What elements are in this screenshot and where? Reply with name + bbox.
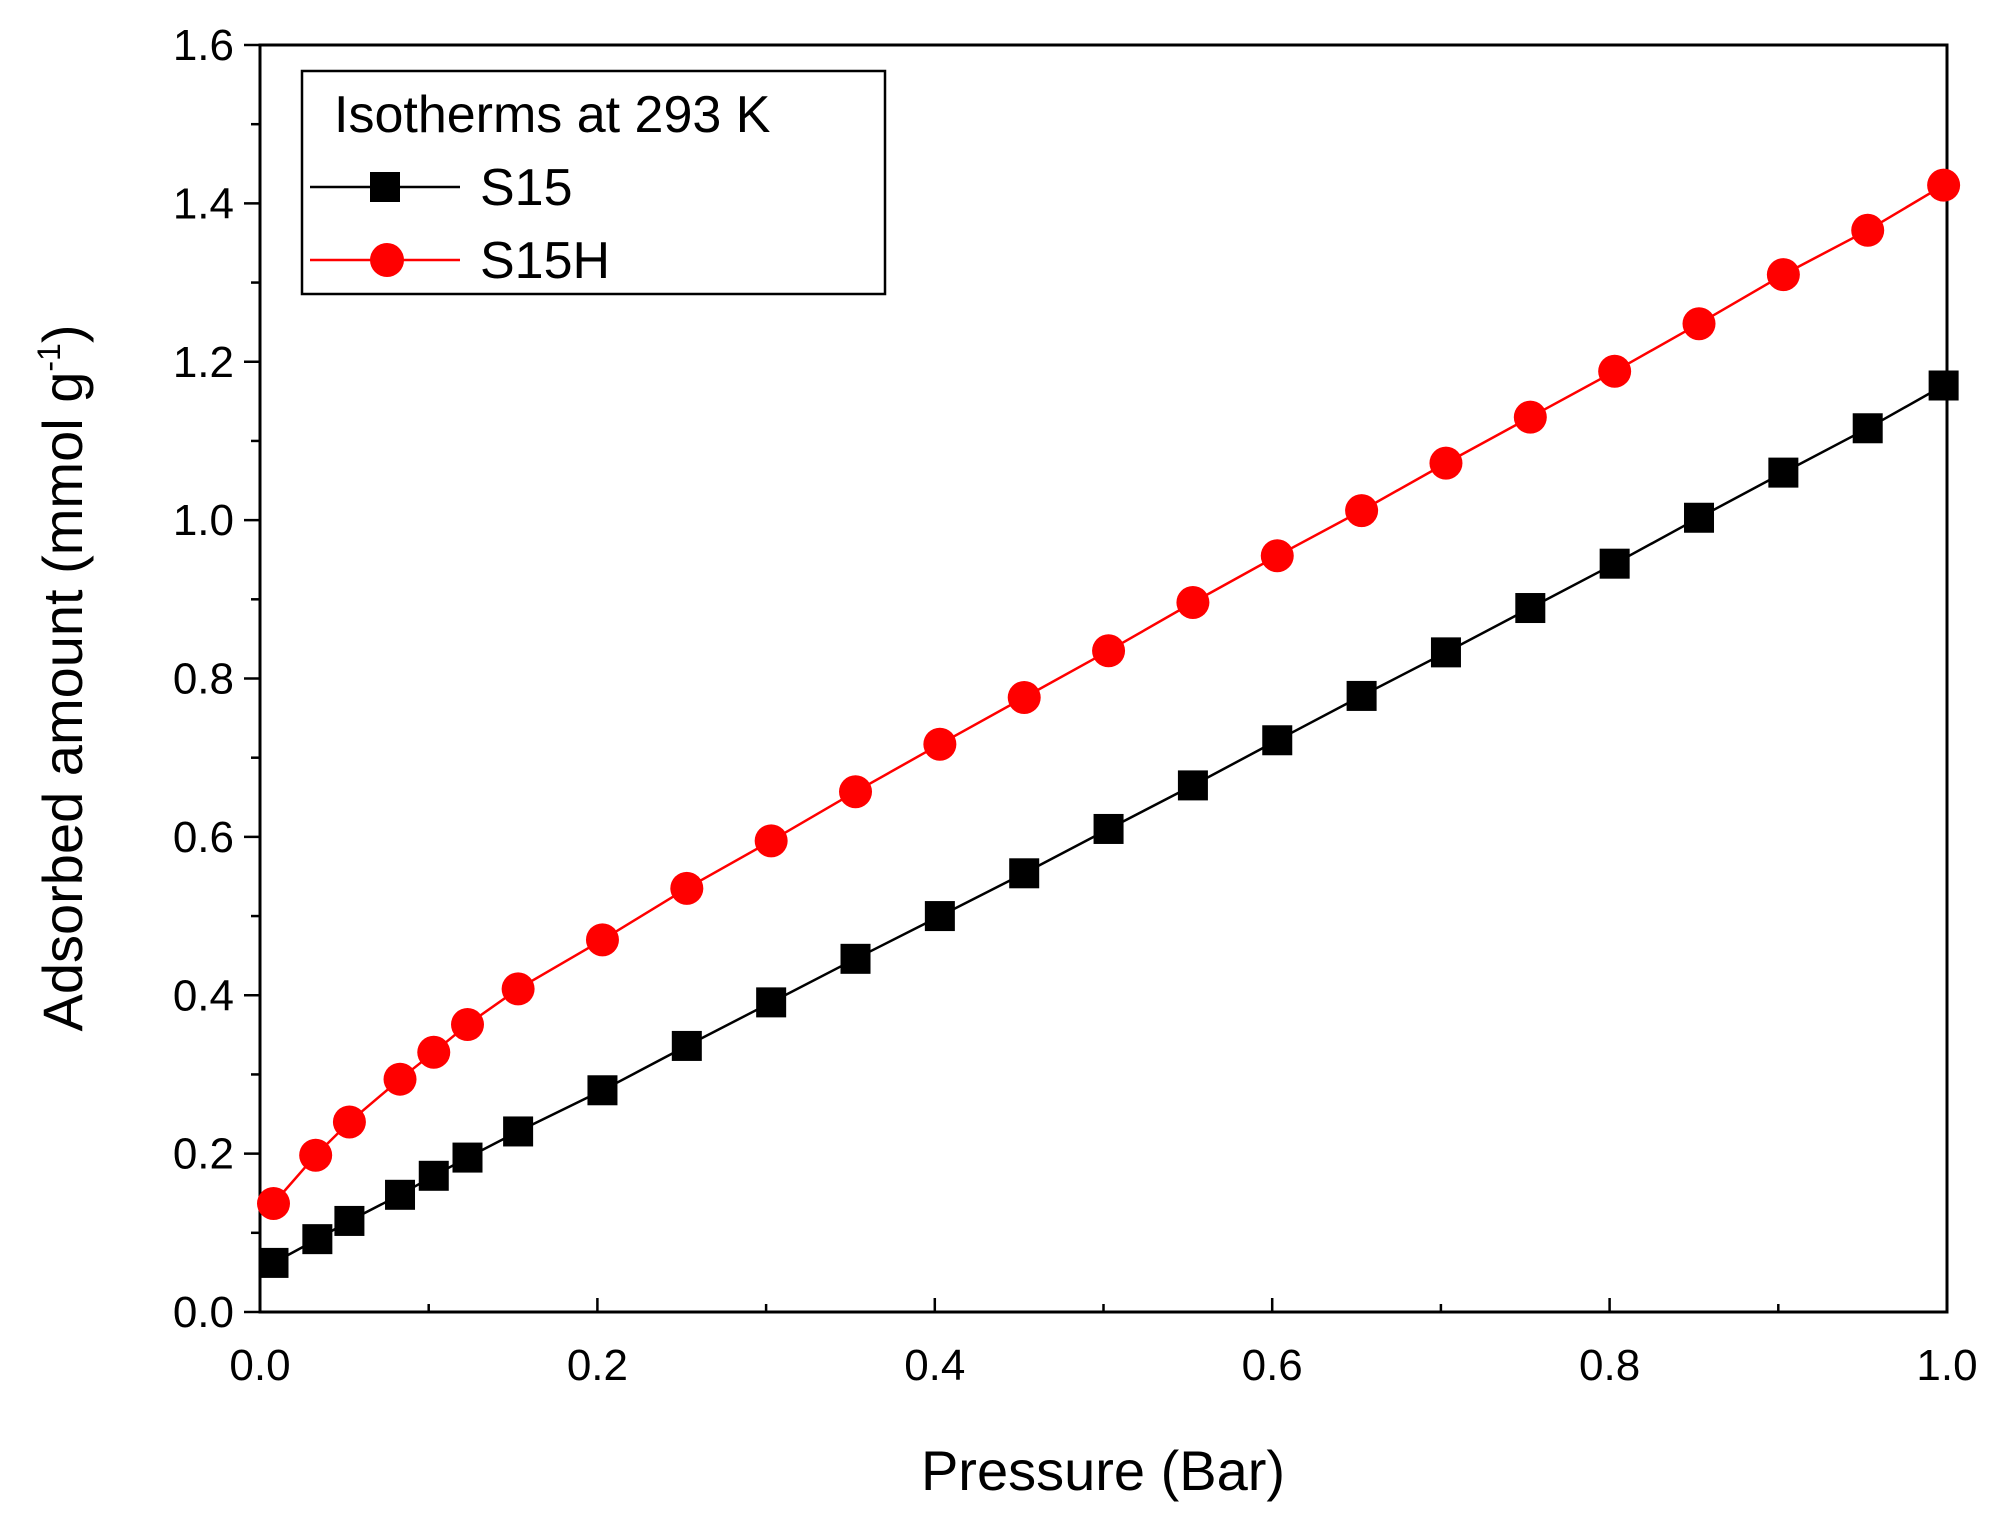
data-point-s15h [1260, 539, 1294, 573]
data-point-s15 [1093, 813, 1124, 844]
y-tick-label: 1.6 [173, 21, 234, 70]
data-point-s15h [1598, 354, 1632, 388]
data-point-s15 [334, 1205, 365, 1236]
legend: Isotherms at 293 K S15 S15H [300, 69, 887, 296]
y-tick-label: 1.4 [173, 179, 234, 228]
data-point-s15 [1928, 370, 1959, 401]
y-tick-label: 0.0 [173, 1288, 234, 1337]
legend-label-s15: S15 [480, 159, 573, 217]
y-axis-title-main: Adsorbed amount (mmol g [31, 372, 94, 1032]
y-tick-label: 1.0 [173, 496, 234, 545]
data-point-s15 [1262, 725, 1293, 756]
data-point-s15 [1852, 413, 1883, 444]
data-point-s15h [1682, 307, 1716, 341]
data-point-s15h [923, 727, 957, 761]
y-tick-label: 0.2 [173, 1130, 234, 1179]
data-point-s15 [385, 1179, 416, 1210]
legend-title: Isotherms at 293 K [334, 86, 771, 144]
y-axis-title-close: ) [31, 325, 94, 344]
legend-marker-s15 [370, 172, 400, 202]
y-tick-label: 1.2 [173, 338, 234, 387]
y-axis-ticks: 0.0 0.2 0.4 0.6 0.8 1.0 1.2 1.4 1.6 [173, 21, 260, 1337]
data-point-s15h [256, 1187, 290, 1221]
x-tick-label: 1.0 [1916, 1341, 1977, 1390]
y-tick-label: 0.8 [173, 655, 234, 704]
x-tick-label: 0.8 [1579, 1341, 1640, 1390]
data-point-s15 [1430, 637, 1461, 668]
data-point-s15h [451, 1008, 485, 1042]
data-point-s15h [839, 775, 873, 809]
y-axis-title: Adsorbed amount (mmol g-1) [31, 325, 94, 1032]
data-point-s15h [1345, 494, 1379, 528]
data-point-s15 [302, 1224, 333, 1255]
data-point-s15h [383, 1062, 417, 1096]
data-point-s15h [754, 824, 788, 858]
series-layer [256, 168, 1961, 1278]
data-point-s15 [840, 943, 871, 974]
series-s15h [256, 168, 1961, 1221]
data-point-s15 [671, 1030, 702, 1061]
data-point-s15h [501, 972, 535, 1006]
data-point-s15 [452, 1142, 483, 1173]
data-point-s15h [1513, 400, 1547, 434]
data-point-s15 [1768, 457, 1799, 488]
legend-marker-s15h [370, 243, 404, 277]
data-point-s15 [1684, 502, 1715, 533]
data-point-s15 [1177, 770, 1208, 801]
data-point-s15h [1766, 258, 1800, 292]
data-point-s15 [1599, 548, 1630, 579]
x-axis-ticks: 0.0 0.2 0.4 0.6 0.8 1.0 [229, 1298, 1978, 1390]
legend-label-s15h: S15H [480, 232, 610, 290]
data-point-s15 [1009, 858, 1040, 889]
x-tick-label: 0.2 [567, 1341, 628, 1390]
series-s15 [258, 370, 1959, 1278]
data-point-s15h [332, 1105, 366, 1139]
data-point-s15h [299, 1138, 333, 1172]
data-point-s15h [670, 871, 704, 905]
data-point-s15 [418, 1160, 449, 1191]
data-point-s15h [585, 923, 619, 957]
data-point-s15h [1927, 168, 1961, 202]
x-tick-label: 0.0 [229, 1341, 290, 1390]
x-tick-label: 0.6 [1242, 1341, 1303, 1390]
data-point-s15 [1515, 593, 1546, 624]
data-point-s15h [1007, 681, 1041, 715]
x-axis-title: Pressure (Bar) [921, 1439, 1285, 1502]
data-point-s15 [503, 1116, 534, 1147]
data-point-s15 [587, 1075, 618, 1106]
data-point-s15 [924, 901, 955, 932]
data-point-s15 [756, 987, 787, 1018]
data-point-s15 [1346, 680, 1377, 711]
data-point-s15h [1851, 213, 1885, 247]
x-tick-label: 0.4 [904, 1341, 965, 1390]
data-point-s15h [1429, 446, 1463, 480]
data-point-s15h [417, 1035, 451, 1069]
y-tick-label: 0.6 [173, 813, 234, 862]
y-tick-label: 0.4 [173, 971, 234, 1020]
data-point-s15 [258, 1247, 289, 1278]
data-point-s15h [1176, 585, 1210, 619]
data-point-s15h [1092, 634, 1126, 668]
y-axis-title-superscript: -1 [31, 343, 67, 371]
